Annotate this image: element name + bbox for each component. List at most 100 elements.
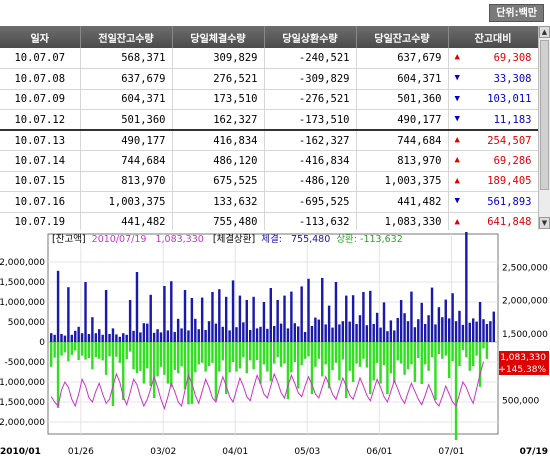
right-tick-label: 2,500,000 [502, 263, 548, 273]
table-row[interactable]: 10.07.09 604,371 173,510 -276,521 501,360 ▼ 10… [0, 89, 539, 110]
repay-bar [396, 342, 399, 361]
table-row[interactable]: 10.07.12 501,360 162,327 -173,510 490,177 ▼ 11… [0, 109, 539, 131]
exec-bar [228, 330, 231, 342]
repay-bar [139, 342, 142, 371]
cell-date: 10.07.12 [0, 109, 81, 131]
legend-repay-value: -113,632 [360, 234, 403, 245]
table-scrollbar[interactable]: ▲ ▼ [538, 26, 550, 229]
exec-bars [50, 232, 495, 342]
exec-bar [454, 321, 458, 342]
exec-bar [396, 318, 399, 342]
repay-bar [156, 342, 159, 377]
change-value: 641,848 [487, 216, 532, 229]
repay-bar [447, 342, 451, 378]
legend-flow-label: [체결상환] [213, 233, 255, 245]
repay-bar [427, 342, 430, 371]
repay-bar [146, 342, 149, 369]
cell-balance: 744,684 [356, 129, 449, 151]
legend-exec-value: 755,480 [291, 234, 330, 245]
exec-bar [98, 329, 101, 342]
cell-change: ▼ 33,308 [448, 68, 539, 90]
repay-bar [317, 342, 321, 359]
repay-bar [293, 342, 297, 362]
balance-series-line [50, 361, 484, 411]
table-row[interactable]: 10.07.16 1,003,375 133,632 -695,525 441,482 ▼… [0, 191, 539, 213]
exec-bar [252, 296, 255, 342]
table-row[interactable]: 10.07.15 813,970 675,525 -486,120 1,003,375 ▲… [0, 171, 539, 192]
cell-repaid: -695,525 [264, 191, 357, 213]
exec-bar [125, 334, 128, 342]
repay-bar [420, 342, 423, 384]
cell-executed: 309,829 [172, 48, 265, 69]
scroll-down-icon[interactable]: ▼ [539, 217, 550, 229]
exec-bar [324, 324, 327, 342]
repay-bar [382, 342, 386, 366]
exec-bar [444, 299, 447, 342]
col-header-prev-balance[interactable]: 전일잔고수량 [80, 26, 173, 48]
arrow-down-icon: ▼ [454, 196, 460, 206]
exec-bar [163, 286, 166, 342]
col-header-executed[interactable]: 당일체결수량 [172, 26, 265, 48]
col-header-date[interactable]: 일자 [0, 26, 81, 48]
table-row[interactable]: 10.07.14 744,684 486,120 -416,834 813,970 ▲ 69… [0, 150, 539, 172]
cell-prev-balance: 501,360 [80, 109, 173, 131]
cell-date: 10.07.19 [0, 212, 81, 233]
repay-bar [170, 342, 173, 387]
exec-bar [238, 295, 242, 342]
repay-bar [273, 342, 276, 364]
change-value: 69,308 [493, 52, 532, 64]
last-balance-tag [499, 351, 549, 363]
repay-bar [468, 342, 471, 371]
right-tick-label: 2,000,000 [502, 297, 548, 307]
month-label: 03/02 [150, 447, 176, 457]
col-header-repaid[interactable]: 당일상환수량 [264, 26, 357, 48]
repay-bar [437, 342, 441, 354]
table-row[interactable]: 10.07.08 637,679 276,521 -309,829 604,371 ▼ 33… [0, 68, 539, 90]
cell-change: ▼ 11,183 [448, 109, 539, 131]
repay-bar [338, 342, 341, 381]
repay-bar [111, 342, 115, 406]
repay-bar [122, 342, 125, 400]
repay-bar [242, 342, 245, 358]
repay-bar [276, 342, 279, 358]
repay-bar [303, 342, 307, 359]
exec-bar [132, 330, 135, 342]
scroll-up-icon[interactable]: ▲ [539, 26, 550, 38]
repay-bar [389, 342, 393, 374]
scroll-thumb[interactable] [540, 40, 549, 190]
cell-repaid: -486,120 [264, 171, 357, 192]
repay-bar [200, 342, 204, 363]
exec-bar [56, 270, 60, 342]
exec-bar [262, 302, 266, 342]
repay-bar [176, 342, 180, 374]
repay-bar [163, 342, 166, 375]
exec-bar [478, 302, 482, 342]
arrow-up-icon: ▲ [454, 52, 460, 62]
exec-bar [183, 290, 187, 342]
exec-bar [417, 319, 420, 342]
repay-bar [379, 342, 382, 384]
repay-bar [355, 342, 358, 364]
repay-bar [101, 342, 104, 361]
col-header-change[interactable]: 잔고대비 [448, 26, 539, 48]
repay-bar [321, 342, 324, 377]
balance-chart: 2,000,000 1,500,000 1,000,000 500,000 0 -500,… [0, 230, 550, 458]
table-row[interactable]: 10.07.07 568,371 309,829 -240,521 637,679 ▲ 69… [0, 48, 539, 69]
exec-bar [451, 293, 454, 342]
exec-bar [341, 321, 345, 342]
exec-bar [224, 296, 228, 342]
exec-bar [485, 324, 489, 342]
repay-bar [94, 342, 98, 358]
table-row[interactable]: 10.07.13 490,177 416,834 -162,327 744,684 ▲ 25… [0, 129, 539, 151]
left-tick-label: 0 [39, 338, 45, 348]
exec-bar [331, 327, 334, 342]
repay-bar [211, 342, 214, 363]
legend-balance-label: [잔고액] [52, 233, 86, 245]
repay-bar [159, 342, 163, 367]
exec-bar [115, 334, 118, 342]
exec-bar [489, 321, 492, 342]
repay-bar [228, 342, 231, 373]
repay-bar [327, 342, 331, 389]
col-header-balance[interactable]: 당일잔고수량 [356, 26, 449, 48]
repay-bar [454, 342, 458, 440]
